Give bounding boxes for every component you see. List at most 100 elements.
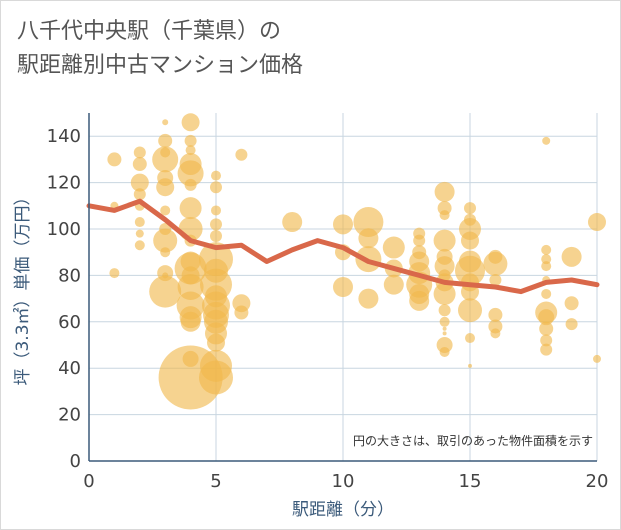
bubble-point xyxy=(177,160,204,187)
bubble-point xyxy=(538,309,555,326)
bubble-point xyxy=(382,236,405,259)
bubble-point xyxy=(135,229,144,238)
bubble-point xyxy=(199,360,233,395)
axes: 0 20 40 60 80 100 120 140 0 5 10 15 20 xyxy=(47,113,609,492)
y-tick-label: 100 xyxy=(47,219,81,240)
bubble-point xyxy=(461,231,479,250)
size-note: 円の大きさは、取引のあった物件面積を示す xyxy=(353,433,593,448)
y-tick-label: 20 xyxy=(58,405,81,426)
x-axis-label: 駅距離（分） xyxy=(292,500,394,520)
trend-series xyxy=(86,198,600,295)
y-tick-label: 140 xyxy=(47,126,81,147)
bubble-point xyxy=(541,254,552,265)
x-tick-label: 5 xyxy=(210,471,221,492)
bubble-point xyxy=(210,218,222,231)
bubble-point xyxy=(541,244,552,255)
bubble-point xyxy=(458,298,482,323)
bubble-point xyxy=(541,261,552,272)
y-axis-label: 坪（3.3㎡）単価（万円） xyxy=(13,188,33,385)
bubble-point xyxy=(149,275,182,308)
bubble-point xyxy=(541,288,552,299)
bubble-point xyxy=(133,146,146,159)
bubble-point xyxy=(153,228,178,253)
bubble-point xyxy=(333,214,353,235)
bubble-point xyxy=(160,247,171,258)
bubble-point xyxy=(185,145,196,156)
bubble-point xyxy=(438,304,451,317)
bubble-point xyxy=(433,282,456,305)
bubble-point xyxy=(483,251,508,276)
x-tick-label: 10 xyxy=(332,471,355,492)
bubble-point xyxy=(434,256,455,277)
bubble-point xyxy=(442,326,447,331)
bubble-point xyxy=(107,152,122,167)
bubble-point xyxy=(180,311,201,332)
bubble-point xyxy=(179,197,202,220)
y-tick-label: 120 xyxy=(47,173,81,194)
bubble-point xyxy=(158,133,173,148)
bubble-point xyxy=(133,188,146,201)
bubble-point xyxy=(433,229,456,252)
bubble-point xyxy=(588,213,606,232)
bubble-point xyxy=(184,134,197,147)
bubble-point xyxy=(383,274,404,295)
chart-title: 八千代中央駅（千葉県）の 駅距離別中古マンション価格 xyxy=(17,15,303,83)
bubble-point xyxy=(282,212,303,233)
bubble-point xyxy=(490,328,501,339)
bubble-point xyxy=(156,178,175,197)
chart-title-line2: 駅距離別中古マンション価格 xyxy=(17,53,304,78)
x-tick-label: 15 xyxy=(459,471,482,492)
bubble-point xyxy=(207,333,225,352)
bubble-point xyxy=(593,354,601,363)
bubble-point xyxy=(353,207,384,238)
bubble-point xyxy=(132,157,147,172)
y-tick-label: 80 xyxy=(58,265,81,286)
y-tick-label: 40 xyxy=(58,358,81,379)
x-tick-label: 20 xyxy=(586,471,609,492)
bubble-point xyxy=(181,113,200,132)
bubble-point xyxy=(565,318,578,331)
bubble-point xyxy=(184,178,197,191)
bubble-point xyxy=(234,305,249,320)
bubble-point xyxy=(152,146,179,173)
bubble-point xyxy=(439,316,450,327)
bubble-point xyxy=(540,343,553,356)
bubble-point xyxy=(333,277,353,297)
bubble-point xyxy=(488,307,503,322)
bubble-point xyxy=(211,205,221,216)
y-tick-label: 60 xyxy=(58,312,81,333)
bubble-point xyxy=(235,148,248,161)
bubble-point xyxy=(564,296,579,311)
bubble-point xyxy=(464,202,476,215)
bubble-point xyxy=(358,288,379,309)
bubble-point xyxy=(561,246,582,267)
bubble-series xyxy=(107,113,606,410)
trend-line xyxy=(86,198,600,295)
bubble-point xyxy=(162,119,169,126)
bubble-point xyxy=(409,290,430,311)
bubble-point xyxy=(210,229,222,242)
bubble-point xyxy=(413,234,426,247)
bubble-point xyxy=(442,331,447,336)
bubble-point xyxy=(540,334,553,347)
bubble-point xyxy=(439,210,450,221)
bubble-point xyxy=(542,136,551,145)
chart-title-line1: 八千代中央駅（千葉県）の xyxy=(17,19,282,44)
bubble-point xyxy=(539,321,554,336)
bubble-point xyxy=(109,268,120,279)
bubble-point xyxy=(134,217,145,228)
bubble-point xyxy=(358,228,379,249)
bubble-point xyxy=(130,173,149,192)
bubble-point xyxy=(210,181,222,194)
bubble-point xyxy=(434,181,455,202)
bubble-point xyxy=(439,346,450,357)
bubble-point xyxy=(160,205,171,216)
bubble-point xyxy=(489,274,502,287)
x-tick-label: 0 xyxy=(83,471,94,492)
bubble-point xyxy=(465,333,475,344)
bubble-point xyxy=(134,240,145,251)
bubble-point xyxy=(211,170,221,181)
y-tick-label: 0 xyxy=(70,451,81,472)
